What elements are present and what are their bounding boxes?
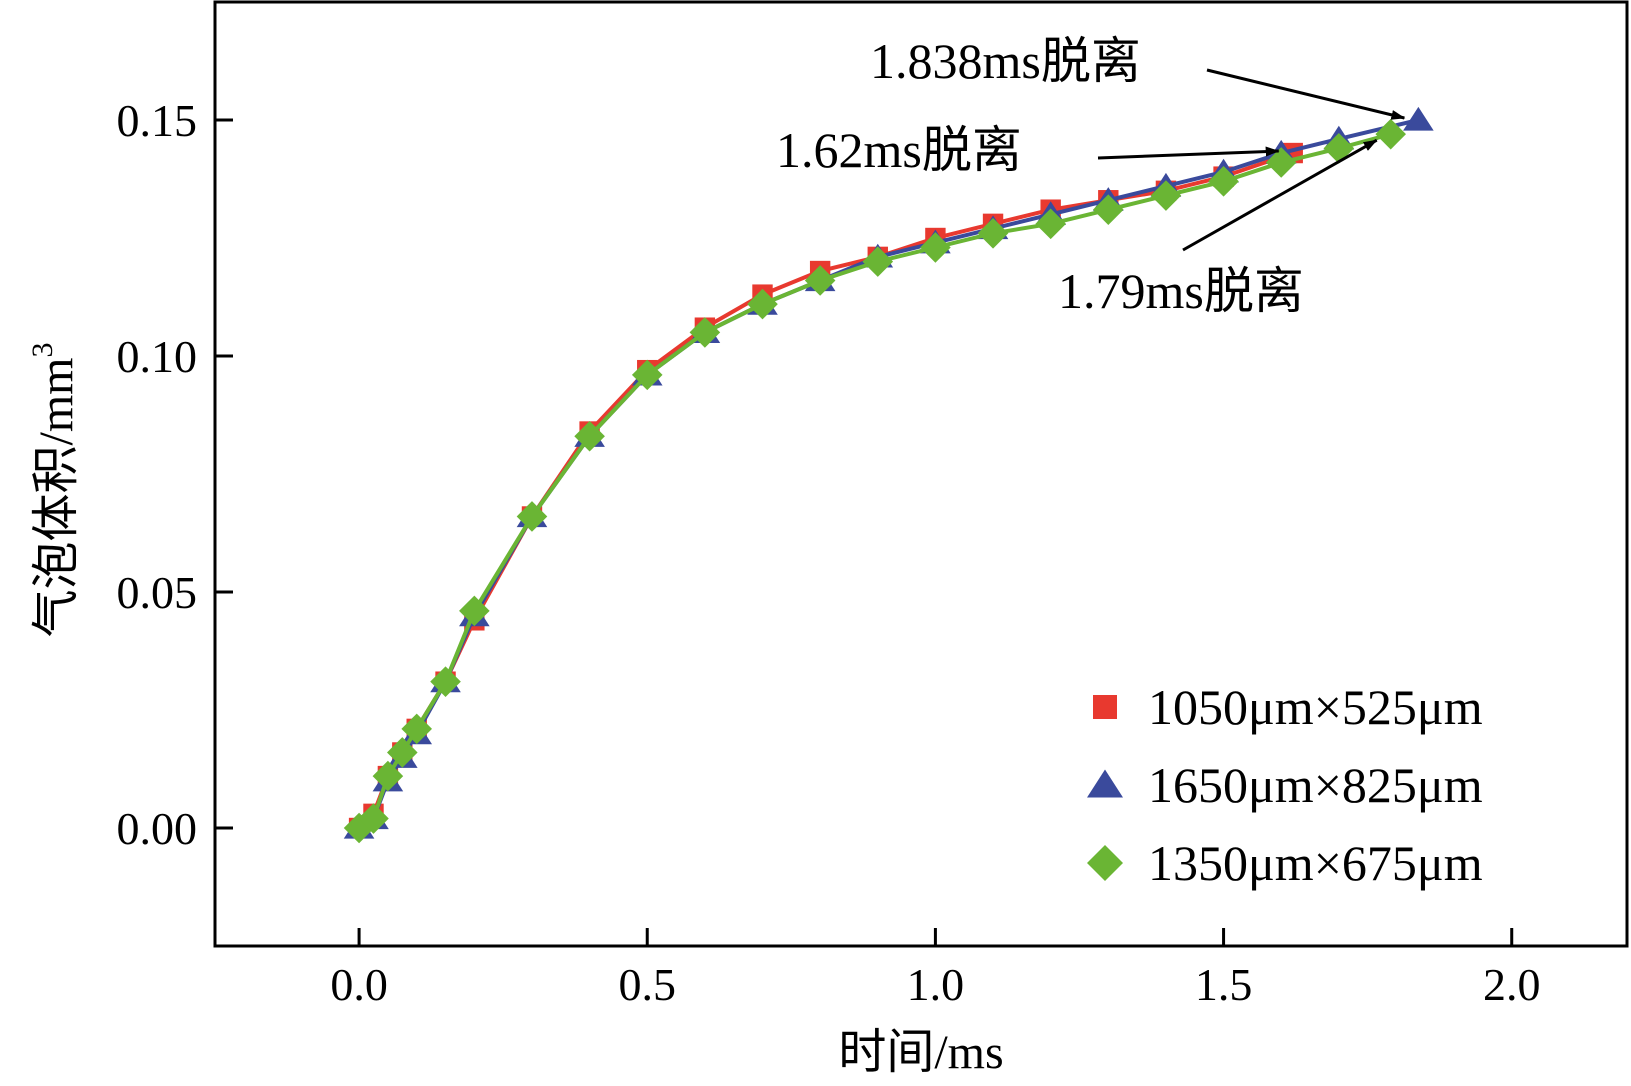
data-point [401, 713, 433, 745]
legend: 1050μm×525μm 1650μm×825μm 1350μm×675μm [1087, 679, 1483, 891]
annotation-label: 1.79ms脱离 [1058, 263, 1304, 319]
data-point [689, 317, 721, 348]
series-layer [343, 106, 1434, 844]
x-tick-label: 1.5 [1195, 959, 1253, 1010]
data-point [862, 246, 894, 277]
data-point [1035, 208, 1066, 240]
x-axis-label: 时间/ms [838, 1026, 1003, 1079]
data-point [920, 232, 951, 263]
legend-label: 1650μm×825μm [1148, 757, 1483, 813]
data-point [372, 760, 404, 792]
x-axis-ticks: 0.0 0.5 1.0 1.5 2.0 [330, 928, 1540, 1010]
data-point [430, 666, 461, 697]
data-point [1403, 106, 1434, 131]
data-point [1375, 118, 1407, 150]
data-point [1093, 194, 1124, 225]
legend-item: 1350μm×675μm [1087, 835, 1483, 891]
plot-frame [213, 0, 1629, 948]
y-tick-label: 0.05 [117, 567, 198, 618]
y-axis-label: 气泡体积/mm3 [26, 342, 83, 637]
data-point [343, 812, 375, 844]
data-point [1208, 166, 1239, 197]
legend-label: 1050μm×525μm [1148, 679, 1483, 735]
y-axis-label-superscript: 3 [26, 342, 59, 357]
y-axis-label-text: 气泡体积/mm [30, 357, 83, 637]
data-point [459, 595, 490, 627]
legend-item: 1050μm×525μm [1093, 679, 1483, 735]
legend-marker [1087, 769, 1123, 798]
y-axis-ticks: 0.00 0.05 0.10 0.15 [117, 95, 233, 854]
annotation-arrow [1206, 68, 1406, 120]
legend-marker [1093, 695, 1117, 719]
data-point [747, 288, 778, 320]
data-point [804, 265, 836, 296]
data-point [1265, 147, 1297, 178]
data-point [516, 501, 548, 532]
data-point [1150, 180, 1182, 211]
legend-item: 1650μm×825μm [1087, 757, 1483, 813]
data-point [387, 737, 418, 768]
annotation-label: 1.838ms脱离 [870, 33, 1141, 89]
legend-marker [1087, 845, 1123, 881]
data-point [574, 420, 605, 452]
x-tick-label: 1.0 [907, 959, 965, 1010]
annotation-label: 1.62ms脱离 [776, 122, 1022, 178]
annotation-layer: 1.838ms脱离 1.62ms脱离 1.79ms脱离 [776, 33, 1406, 319]
x-tick-label: 0.0 [330, 959, 388, 1010]
data-point [977, 217, 1009, 249]
y-tick-label: 0.00 [117, 803, 198, 854]
x-tick-label: 2.0 [1483, 959, 1541, 1010]
data-point [631, 359, 663, 391]
data-point [358, 803, 389, 834]
annotation-arrow [1182, 138, 1378, 252]
x-tick-label: 0.5 [618, 959, 676, 1010]
y-axis-label-group: 气泡体积/mm3 [26, 342, 83, 637]
legend-label: 1350μm×675μm [1148, 835, 1483, 891]
annotation-arrow [1097, 146, 1280, 160]
y-tick-label: 0.10 [117, 331, 198, 382]
y-tick-label: 0.15 [117, 95, 198, 146]
